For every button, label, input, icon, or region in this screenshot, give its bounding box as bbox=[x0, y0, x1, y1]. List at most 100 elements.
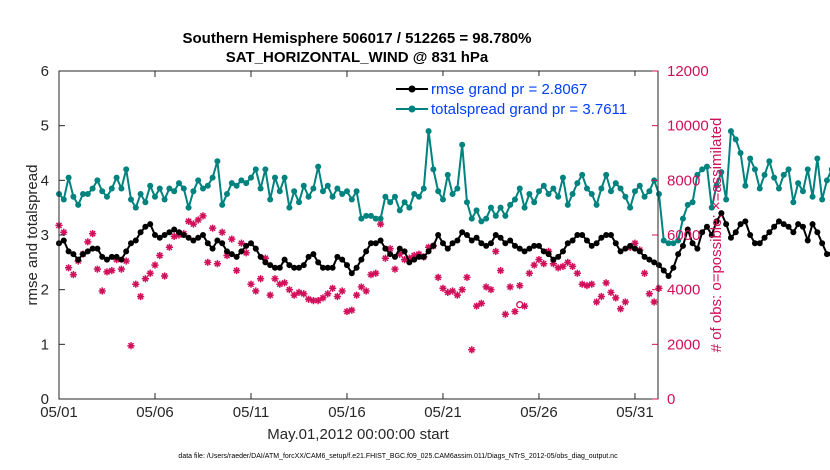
x-tick-label: 05/31 bbox=[616, 404, 654, 421]
rmse-point bbox=[689, 240, 696, 247]
totalspread-point bbox=[646, 188, 653, 195]
rmse-point bbox=[593, 240, 600, 247]
rmse-point bbox=[300, 262, 307, 269]
assimilated-obs-marker bbox=[208, 224, 217, 232]
assimilated-obs-marker bbox=[189, 220, 197, 228]
totalspread-point bbox=[617, 185, 624, 192]
assimilated-obs-marker bbox=[122, 257, 130, 265]
left-y-tick-label: 5 bbox=[41, 118, 49, 135]
rmse-point bbox=[646, 256, 653, 263]
totalspread-point bbox=[228, 180, 235, 187]
possible-obs-marker bbox=[516, 301, 524, 309]
totalspread-point bbox=[396, 207, 403, 214]
assimilated-obs-marker bbox=[424, 243, 433, 251]
assimilated-obs-marker bbox=[472, 302, 481, 310]
totalspread-point bbox=[291, 188, 298, 195]
assimilated-obs-marker bbox=[583, 281, 591, 290]
assimilated-obs-marker bbox=[184, 217, 193, 225]
totalspread-point bbox=[108, 185, 115, 192]
assimilated-obs-marker bbox=[285, 286, 293, 294]
assimilated-obs-marker bbox=[218, 228, 226, 236]
rmse-point bbox=[439, 240, 446, 247]
rmse-point bbox=[622, 245, 629, 252]
rmse-point bbox=[468, 237, 475, 244]
left-y-tick-label: 0 bbox=[41, 391, 49, 408]
rmse-point bbox=[502, 240, 509, 247]
right-y-tick-label: 4000 bbox=[667, 282, 700, 299]
assimilated-obs-marker bbox=[621, 298, 629, 306]
rmse-point bbox=[104, 256, 110, 263]
rmse-point bbox=[151, 232, 158, 238]
rmse-point bbox=[247, 240, 254, 247]
rmse-point bbox=[156, 234, 163, 241]
rmse-point bbox=[257, 253, 264, 260]
totalspread-point bbox=[607, 188, 614, 195]
x-axis-label: May.01,2012 00:00:00 start bbox=[267, 426, 449, 443]
totalspread-point bbox=[118, 185, 125, 192]
totalspread-point bbox=[377, 215, 384, 222]
assimilated-obs-marker bbox=[645, 290, 653, 298]
totalspread-point bbox=[459, 141, 466, 148]
rmse-point bbox=[367, 240, 374, 247]
rmse-point bbox=[128, 240, 134, 247]
x-tick-label: 05/16 bbox=[328, 404, 366, 421]
assimilated-obs-marker bbox=[444, 288, 452, 296]
assimilated-obs-marker bbox=[549, 260, 557, 268]
assimilated-obs-marker bbox=[89, 230, 97, 238]
right-y-axis-label: # of obs: o=possible; ×=assimilated bbox=[708, 118, 725, 353]
totalspread-point bbox=[780, 171, 787, 178]
totalspread-point bbox=[324, 182, 331, 189]
left-y-tick-label: 1 bbox=[41, 336, 49, 353]
x-tick-label: 05/06 bbox=[136, 404, 174, 421]
assimilated-obs-marker bbox=[381, 254, 389, 262]
totalspread-point bbox=[636, 182, 643, 189]
totalspread-point bbox=[286, 204, 293, 211]
rmse-point bbox=[555, 253, 562, 260]
rmse-point bbox=[334, 253, 341, 260]
assimilated-obs-marker bbox=[578, 280, 586, 288]
assimilated-obs-marker bbox=[564, 258, 572, 266]
rmse-point bbox=[435, 232, 442, 238]
totalspread-point bbox=[751, 166, 758, 173]
totalspread-point bbox=[564, 201, 571, 208]
assimilated-obs-marker bbox=[98, 287, 106, 295]
totalspread-point bbox=[747, 155, 754, 162]
assimilated-obs-marker bbox=[69, 271, 77, 279]
rmse-point bbox=[540, 248, 547, 255]
rmse-point bbox=[75, 256, 82, 263]
assimilated-obs-marker bbox=[607, 288, 615, 296]
rmse-point bbox=[809, 221, 816, 228]
totalspread-point bbox=[281, 174, 288, 181]
rmse-point bbox=[70, 251, 77, 258]
rmse-point bbox=[84, 248, 91, 255]
rmse-point bbox=[185, 234, 192, 241]
assimilated-obs-marker bbox=[650, 298, 658, 306]
assimilated-obs-marker bbox=[252, 287, 260, 295]
totalspread-point bbox=[439, 196, 446, 203]
assimilated-obs-marker bbox=[520, 302, 529, 310]
assimilated-obs-marker bbox=[410, 251, 418, 260]
assimilated-obs-marker bbox=[506, 283, 514, 291]
rmse-point bbox=[233, 253, 240, 260]
rmse-point bbox=[166, 229, 173, 236]
rmse-point bbox=[348, 270, 355, 277]
totalspread-point bbox=[425, 128, 432, 135]
rmse-point bbox=[775, 218, 782, 225]
rmse-point bbox=[286, 262, 293, 269]
right-y-tick-label: 10000 bbox=[667, 118, 709, 135]
rmse-point bbox=[756, 240, 763, 247]
rmse-point bbox=[583, 237, 590, 244]
rmse-point bbox=[675, 251, 682, 258]
totalspread-point bbox=[372, 215, 379, 222]
rmse-point bbox=[449, 240, 456, 247]
totalspread-point bbox=[420, 185, 427, 192]
chart-title: Southern Hemisphere 506017 / 512265 = 98… bbox=[183, 30, 532, 47]
rmse-point bbox=[742, 218, 749, 225]
assimilated-obs-marker bbox=[328, 284, 337, 292]
totalspread-point bbox=[339, 191, 346, 197]
rmse-point bbox=[406, 259, 413, 266]
assimilated-obs-marker bbox=[170, 232, 178, 240]
totalspread-point bbox=[766, 158, 773, 165]
totalspread-point bbox=[463, 199, 470, 206]
assimilated-obs-marker bbox=[304, 295, 313, 303]
